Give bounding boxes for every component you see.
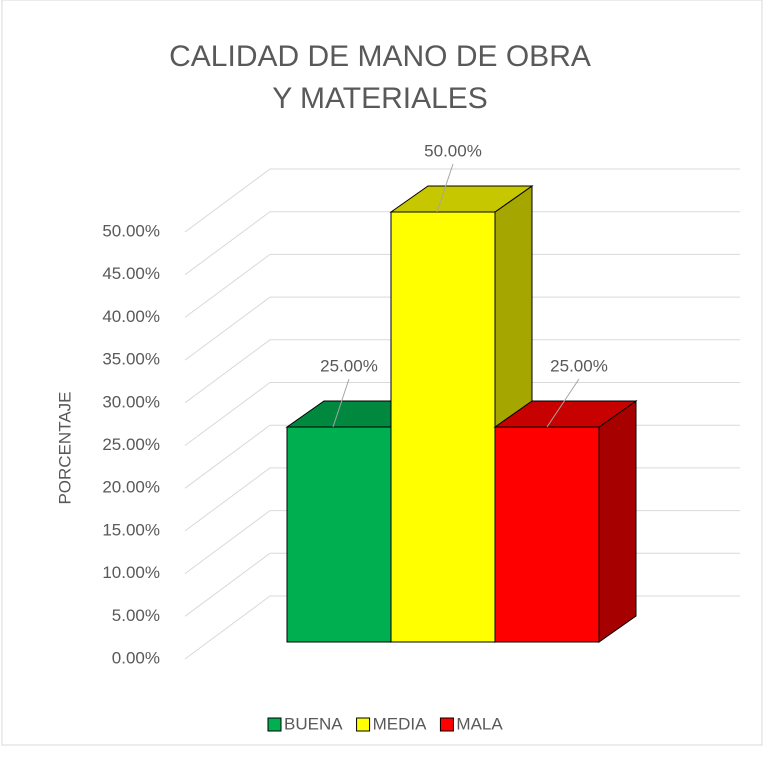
frame: [1, 0, 763, 746]
legend-swatch: [267, 717, 282, 732]
leader-line: [332, 378, 350, 428]
bar: [493, 400, 638, 643]
value-label: 50.00%: [424, 141, 482, 160]
y-tick-label: 45.00%: [102, 264, 160, 283]
legend-swatch: [439, 717, 454, 732]
legend-label: BUENA: [284, 714, 343, 733]
y-axis-label: PORCENTAJE: [55, 391, 74, 504]
y-tick-label: 35.00%: [102, 350, 160, 369]
y-tick-label: 10.00%: [102, 563, 160, 582]
leader-line: [436, 163, 454, 213]
chart-title: CALIDAD DE MANO DE OBRA Y MATERIALES: [169, 40, 591, 115]
grid-line: [184, 382, 740, 446]
y-tick-label: 40.00%: [102, 307, 160, 326]
y-tick-label: 0.00%: [112, 648, 160, 667]
bar-front: [286, 426, 392, 643]
grid-line: [184, 253, 740, 318]
y-tick-label: 25.00%: [102, 435, 160, 454]
bar-front: [390, 211, 496, 643]
y-tick-label: 15.00%: [102, 520, 160, 539]
y-tick-label: 30.00%: [102, 392, 160, 411]
y-tick-label: 5.00%: [112, 606, 160, 625]
bar-side: [598, 400, 637, 643]
legend-label: MEDIA: [373, 714, 428, 733]
y-tick-label: 20.00%: [102, 478, 160, 497]
value-label: 25.00%: [550, 356, 608, 375]
grid-line: [184, 339, 740, 404]
value-label: 25.00%: [320, 356, 378, 375]
grid-line: [184, 296, 740, 361]
leader-line: [546, 378, 580, 428]
grid-line: [184, 168, 740, 233]
grid-line: [184, 211, 740, 276]
bar-front: [494, 426, 600, 643]
legend-swatch: [356, 717, 371, 732]
legend-label: MALA: [456, 714, 503, 733]
y-tick-label: 50.00%: [102, 221, 160, 240]
